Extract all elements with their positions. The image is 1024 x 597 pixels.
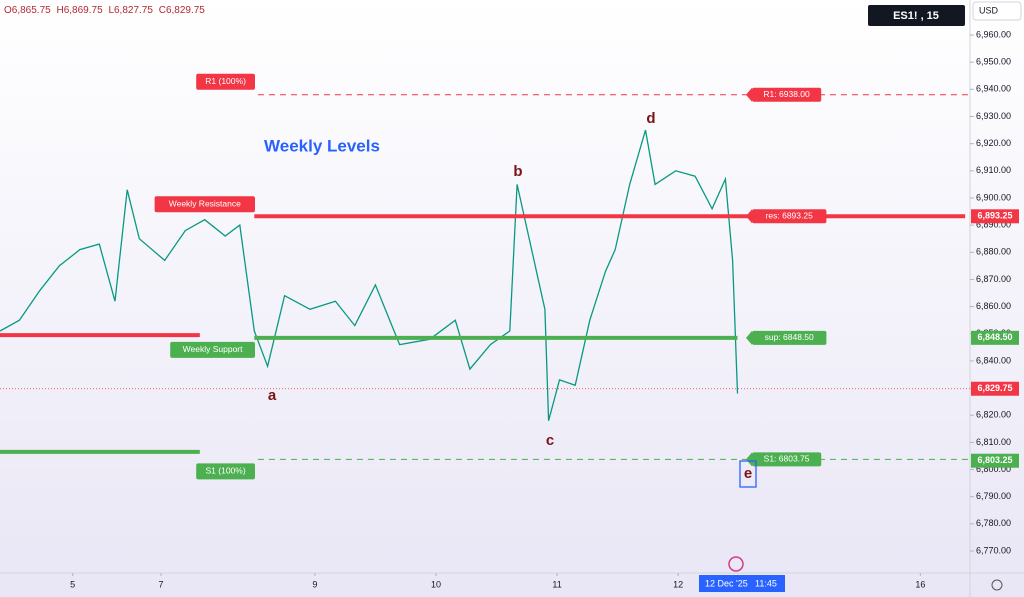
price-marker-label: 6,803.25 [977, 455, 1012, 465]
y-tick-label: 6,910.00 [976, 165, 1011, 175]
price-marker [971, 453, 1019, 468]
y-tick-label: 6,880.00 [976, 247, 1011, 257]
level-tag-box [196, 73, 255, 90]
x-tick-label: 9 [312, 579, 317, 589]
y-tick-label: 6,920.00 [976, 138, 1011, 148]
y-tick-label: 6,820.00 [976, 410, 1011, 420]
level-name-box [752, 209, 827, 224]
level-name-box [752, 87, 822, 102]
y-tick-label: 6,900.00 [976, 192, 1011, 202]
level-tag: S1 (100%) [206, 466, 246, 476]
ohlc: O6,865.75 H6,869.75 L6,827.75 C6,829.75 [4, 5, 205, 16]
y-tick-label: 6,780.00 [976, 518, 1011, 528]
level-tag-box [170, 341, 255, 358]
y-tick-label: 6,860.00 [976, 301, 1011, 311]
currency[interactable]: USD [979, 5, 999, 15]
y-tick-label: 6,950.00 [976, 57, 1011, 67]
wave-label: d [646, 110, 655, 127]
crosshair-time: 11:45 [755, 578, 777, 588]
price-marker [971, 381, 1019, 396]
symbol-box[interactable] [868, 5, 965, 26]
currency-box[interactable] [972, 1, 1022, 21]
level-tag-box [154, 196, 255, 213]
level-name-arrow [746, 209, 752, 224]
y-tick-label: 6,960.00 [976, 29, 1011, 39]
price-marker-label: 6,848.50 [977, 332, 1012, 342]
x-tick-label: 5 [70, 579, 75, 589]
ohlc-close: C6,829.75 [159, 5, 206, 16]
y-tick-label: 6,790.00 [976, 491, 1011, 501]
ohlc-open: O6,865.75 [4, 5, 51, 16]
symbol[interactable]: ES1! , 15 [893, 10, 939, 22]
level-name-arrow [746, 452, 752, 467]
wave-label: c [546, 432, 554, 449]
price-marker [971, 330, 1019, 345]
price-marker-label: 6,893.25 [977, 211, 1012, 221]
level-tag: Weekly Support [183, 344, 243, 354]
level-name-box [752, 330, 827, 345]
level-tag: R1 (100%) [205, 76, 246, 86]
wave-label: b [513, 163, 522, 180]
price-marker [971, 209, 1019, 224]
chart-title: Weekly Levels [264, 136, 380, 155]
level-name: res: 6893.25 [766, 211, 814, 221]
wave-label: e [744, 465, 752, 482]
y-tick-label: 6,800.00 [976, 464, 1011, 474]
wave-label: a [268, 387, 277, 404]
level-name-arrow [746, 87, 752, 102]
level-name: sup: 6848.50 [765, 332, 814, 342]
ohlc-high: H6,869.75 [57, 5, 104, 16]
x-tick-label: 12 [673, 579, 683, 589]
y-tick-label: 6,870.00 [976, 274, 1011, 284]
level-tag: Weekly Resistance [169, 199, 241, 209]
y-tick-label: 6,890.00 [976, 220, 1011, 230]
event-icon[interactable] [728, 556, 744, 572]
y-tick-label: 6,770.00 [976, 545, 1011, 555]
level-name-arrow [746, 330, 752, 345]
level-name: R1: 6938.00 [763, 89, 810, 99]
y-tick-label: 6,840.00 [976, 355, 1011, 365]
x-tick-label: 16 [915, 579, 925, 589]
level-tag-box [196, 463, 255, 480]
price-marker-label: 6,829.75 [977, 383, 1012, 393]
crosshair-badge [699, 575, 785, 592]
y-tick-label: 6,940.00 [976, 84, 1011, 94]
crosshair-date: 12 Dec '25 [705, 578, 748, 588]
settings-icon[interactable] [991, 579, 1003, 591]
level-name-box [752, 452, 822, 467]
x-tick-label: 7 [159, 579, 164, 589]
y-tick-label: 6,930.00 [976, 111, 1011, 121]
level-name: S1: 6803.75 [764, 454, 810, 464]
y-tick-label: 6,810.00 [976, 437, 1011, 447]
x-tick-label: 11 [552, 579, 561, 589]
ohlc-low: L6,827.75 [108, 5, 153, 16]
x-tick-label: 10 [431, 579, 441, 589]
wave-label-box [739, 460, 757, 488]
